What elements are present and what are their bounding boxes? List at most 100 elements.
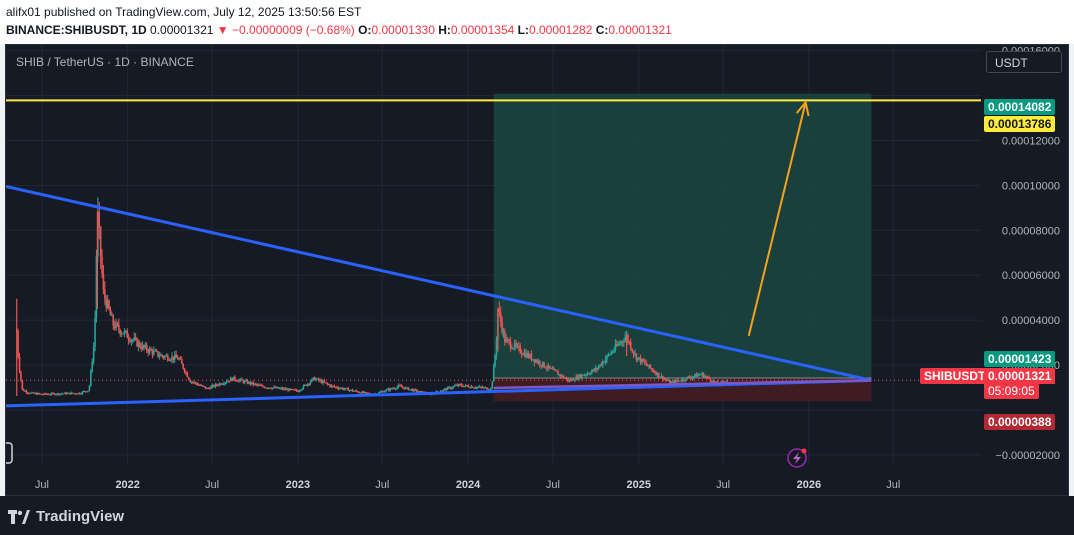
candle-body: [469, 387, 471, 389]
candle-body: [484, 387, 487, 389]
candle-body: [452, 386, 454, 388]
candle-body: [582, 374, 585, 376]
candle-body: [690, 377, 692, 379]
tradingview-logo[interactable]: TradingView: [8, 508, 124, 525]
candle-body: [122, 333, 124, 335]
candle-body: [565, 378, 568, 380]
candle-body: [617, 343, 619, 346]
candle-body: [171, 356, 173, 360]
candle-body: [611, 351, 614, 353]
candle-body: [76, 393, 78, 395]
candle-body: [346, 388, 348, 390]
candle-body: [396, 386, 398, 389]
candle-body: [502, 331, 505, 333]
candle-body: [172, 356, 175, 360]
candle-body: [343, 388, 345, 390]
target-zone-top-tag: 0.00014082: [984, 99, 1056, 115]
candle-body: [288, 388, 291, 391]
candle-body: [711, 381, 713, 383]
candle-body: [478, 386, 481, 388]
candle-body: [60, 393, 63, 395]
candle-body: [49, 394, 52, 396]
candle-body: [635, 353, 638, 360]
candle-body: [602, 361, 604, 366]
candle-body: [361, 391, 364, 394]
candle-body: [27, 392, 29, 394]
candle-body: [578, 374, 580, 380]
candle-body: [490, 388, 492, 390]
candle-body: [78, 392, 81, 394]
candle-body: [327, 384, 330, 386]
candle-body: [660, 375, 663, 377]
candle-body: [519, 346, 522, 353]
candle-body: [112, 315, 115, 326]
candle-body: [137, 342, 140, 347]
candle-body: [231, 378, 233, 381]
candle-body: [506, 338, 509, 340]
open-label: O:: [358, 23, 372, 37]
candle-body: [334, 386, 337, 388]
chart-svg[interactable]: −0.000020000.000020000.000040000.0000600…: [6, 45, 1069, 496]
candle-body: [678, 380, 681, 382]
candle-body: [455, 385, 457, 387]
candle-body: [643, 361, 646, 363]
candle-body: [407, 387, 410, 391]
candle-body: [613, 350, 615, 352]
projection-arrow-head: [795, 100, 810, 117]
candle-body: [596, 367, 599, 369]
candle-body: [463, 385, 466, 387]
candle-body: [259, 384, 261, 386]
candle-body: [355, 390, 358, 392]
candle-body: [713, 380, 716, 383]
candle-body: [673, 381, 675, 384]
candle-body: [326, 382, 329, 385]
candle-body: [481, 387, 484, 389]
candle-body: [333, 386, 336, 388]
price-change: −0.00000009 (−0.68%): [232, 23, 355, 37]
candle-body: [67, 392, 70, 394]
candle-body: [492, 365, 495, 382]
open-value: 0.00001330: [371, 23, 435, 37]
candle-body: [332, 385, 334, 387]
candle-body: [523, 352, 526, 356]
chart-area[interactable]: −0.000020000.000020000.000040000.0000600…: [5, 44, 1069, 496]
candle-body: [467, 385, 470, 388]
candle-body: [236, 380, 239, 382]
brand-name: TradingView: [36, 508, 125, 525]
candle-body: [154, 350, 157, 352]
candle-body: [511, 347, 513, 349]
chart-header: alifx01 published on TradingView.com, Ju…: [0, 0, 1074, 44]
x-tick-label: Jul: [886, 479, 900, 491]
candle-body: [401, 387, 404, 389]
candle-body: [655, 372, 657, 376]
candle-body: [320, 380, 323, 384]
down-triangle-icon: ▼: [216, 23, 229, 37]
candle-body: [360, 392, 362, 394]
candle-body: [157, 351, 159, 357]
candle-body: [592, 369, 594, 372]
candle-body: [235, 380, 238, 382]
candle-body: [229, 378, 232, 382]
candle-body: [164, 356, 166, 358]
candle-body: [95, 255, 98, 318]
candle-body: [381, 391, 383, 393]
candle-body: [564, 378, 566, 380]
y-tick-label: −0.00002000: [995, 450, 1060, 462]
currency-button[interactable]: USDT: [986, 51, 1062, 73]
candle-body: [589, 373, 592, 375]
notification-dot: [801, 448, 807, 454]
candle-body: [185, 372, 187, 374]
low-value: 0.00001282: [528, 23, 593, 37]
candle-body: [256, 384, 259, 386]
candle-body: [560, 374, 562, 377]
candle-body: [392, 388, 394, 390]
candle-body: [207, 388, 210, 390]
candle-body: [706, 376, 709, 378]
candle-body: [466, 385, 468, 387]
candle-body: [329, 384, 331, 387]
candle-body: [224, 382, 226, 384]
candle-body: [301, 388, 303, 391]
candle-body: [123, 331, 126, 334]
x-tick-label: 2024: [456, 479, 481, 491]
candle-body: [417, 391, 419, 393]
